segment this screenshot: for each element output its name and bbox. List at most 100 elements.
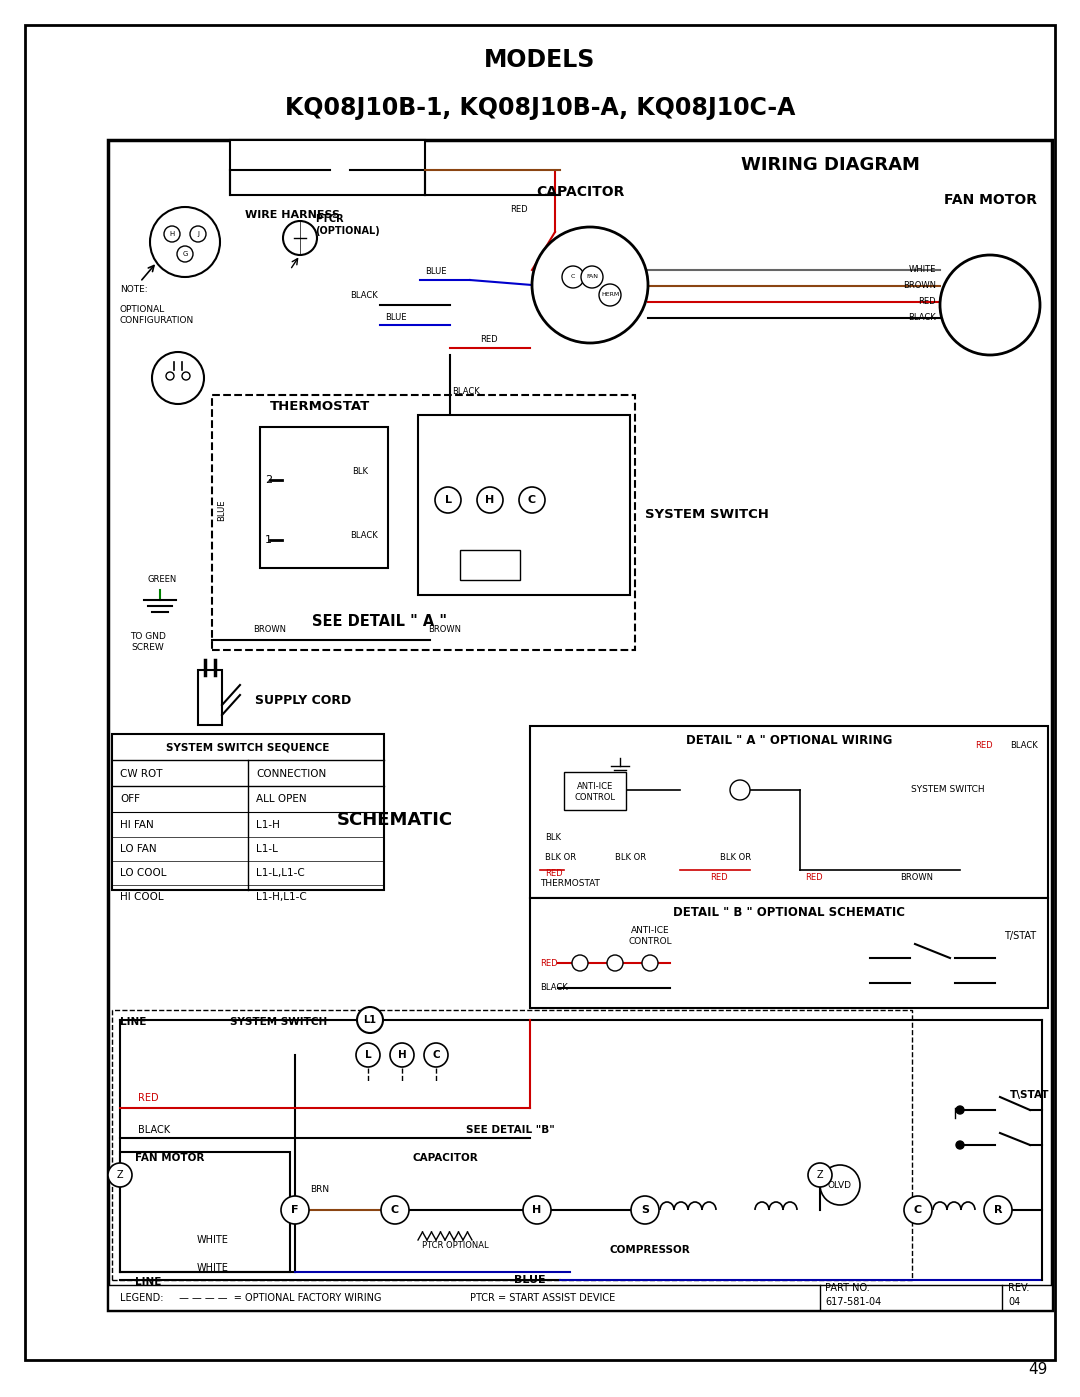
Text: LO FAN: LO FAN	[120, 844, 157, 854]
Text: MODELS: MODELS	[484, 47, 596, 73]
Text: T\STAT: T\STAT	[1010, 1090, 1050, 1099]
Circle shape	[581, 265, 603, 288]
Circle shape	[183, 372, 190, 380]
Circle shape	[357, 1007, 383, 1032]
Bar	[112, 1010, 912, 1280]
Text: BLACK: BLACK	[1010, 740, 1038, 750]
Circle shape	[166, 372, 174, 380]
Text: 49: 49	[1028, 1362, 1048, 1377]
Text: BLACK: BLACK	[453, 387, 480, 397]
Text: BLK OR: BLK OR	[545, 854, 576, 862]
Text: F: F	[292, 1206, 299, 1215]
Text: L: L	[445, 495, 451, 504]
Text: BROWN: BROWN	[254, 626, 286, 634]
Bar	[530, 726, 1048, 898]
Bar	[418, 415, 630, 595]
Text: T/STAT: T/STAT	[1004, 930, 1036, 942]
Circle shape	[152, 352, 204, 404]
Bar	[198, 671, 222, 725]
Text: OPTIONAL
CONFIGURATION: OPTIONAL CONFIGURATION	[120, 305, 194, 326]
Circle shape	[532, 226, 648, 344]
Text: LINE: LINE	[135, 1277, 161, 1287]
Circle shape	[381, 1196, 409, 1224]
Text: HERM: HERM	[600, 292, 619, 298]
Bar	[120, 1153, 291, 1273]
Text: CAPACITOR: CAPACITOR	[536, 184, 624, 198]
Text: BLK: BLK	[545, 834, 561, 842]
Circle shape	[108, 1162, 132, 1187]
Text: PTCR = START ASSIST DEVICE: PTCR = START ASSIST DEVICE	[470, 1294, 616, 1303]
Text: H: H	[532, 1206, 542, 1215]
Text: BROWN: BROWN	[903, 282, 936, 291]
Text: OLVD: OLVD	[828, 1180, 852, 1189]
Circle shape	[904, 1196, 932, 1224]
Text: SYSTEM SWITCH: SYSTEM SWITCH	[645, 509, 769, 521]
Text: RED: RED	[480, 335, 498, 345]
Text: CONNECTION: CONNECTION	[256, 768, 326, 780]
Text: BLUE: BLUE	[426, 267, 446, 277]
Text: KQ08J10B-1, KQ08J10B-A, KQ08J10C-A: KQ08J10B-1, KQ08J10B-A, KQ08J10C-A	[285, 96, 795, 120]
Text: DETAIL " A " OPTIONAL WIRING: DETAIL " A " OPTIONAL WIRING	[686, 733, 892, 746]
Text: RED: RED	[545, 869, 563, 877]
Circle shape	[164, 226, 180, 242]
Text: C: C	[528, 495, 536, 504]
Circle shape	[356, 1044, 380, 1067]
Text: HI COOL: HI COOL	[120, 893, 164, 902]
Bar	[230, 140, 426, 196]
Text: LO COOL: LO COOL	[120, 868, 166, 877]
Text: J: J	[197, 231, 199, 237]
Circle shape	[956, 1141, 964, 1148]
Text: H: H	[485, 495, 495, 504]
Text: H: H	[170, 231, 175, 237]
Text: RED: RED	[805, 873, 823, 883]
Bar	[260, 427, 388, 569]
Bar	[108, 1285, 1052, 1310]
Text: SUPPLY CORD: SUPPLY CORD	[255, 693, 351, 707]
Bar	[112, 733, 384, 890]
Circle shape	[435, 488, 461, 513]
Text: LEGEND:     — — — —  = OPTIONAL FACTORY WIRING: LEGEND: — — — — = OPTIONAL FACTORY WIRIN…	[120, 1294, 381, 1303]
Text: BLUE: BLUE	[217, 499, 227, 521]
Text: WHITE: WHITE	[197, 1235, 229, 1245]
Text: WHITE: WHITE	[197, 1263, 229, 1273]
Text: L1-L,L1-C: L1-L,L1-C	[256, 868, 305, 877]
Text: L1-L: L1-L	[256, 844, 278, 854]
Text: BLACK: BLACK	[138, 1125, 171, 1134]
Text: THERMOSTAT: THERMOSTAT	[270, 401, 370, 414]
Circle shape	[519, 488, 545, 513]
Text: RED: RED	[510, 205, 528, 215]
Text: Z: Z	[117, 1171, 123, 1180]
Circle shape	[820, 1165, 860, 1206]
Text: LINE: LINE	[120, 1017, 147, 1027]
Text: BLK: BLK	[352, 468, 368, 476]
Text: C: C	[391, 1206, 400, 1215]
Text: RED: RED	[710, 873, 728, 883]
Text: BLACK: BLACK	[540, 983, 568, 992]
Text: L1: L1	[483, 557, 498, 567]
Text: DETAIL " B " OPTIONAL SCHEMATIC: DETAIL " B " OPTIONAL SCHEMATIC	[673, 905, 905, 918]
Text: RED: RED	[540, 958, 557, 968]
Circle shape	[523, 1196, 551, 1224]
Text: BROWN: BROWN	[900, 873, 933, 883]
Text: SEE DETAIL "B": SEE DETAIL "B"	[465, 1125, 554, 1134]
Text: WIRING DIAGRAM: WIRING DIAGRAM	[741, 156, 919, 175]
Text: REV.
04: REV. 04	[1008, 1284, 1029, 1306]
Text: ALL OPEN: ALL OPEN	[256, 793, 307, 805]
Circle shape	[283, 221, 318, 256]
Text: BLK OR: BLK OR	[615, 854, 646, 862]
Text: FAN MOTOR: FAN MOTOR	[944, 193, 1037, 207]
Text: FAN MOTOR: FAN MOTOR	[135, 1153, 204, 1162]
Circle shape	[281, 1196, 309, 1224]
Text: BLUE: BLUE	[384, 313, 406, 321]
Circle shape	[390, 1044, 414, 1067]
Bar	[460, 550, 519, 580]
Text: PTCR
(OPTIONAL): PTCR (OPTIONAL)	[315, 214, 380, 236]
Text: CAPACITOR: CAPACITOR	[413, 1153, 477, 1162]
Text: L1-H,L1-C: L1-H,L1-C	[256, 893, 307, 902]
Text: L: L	[365, 1051, 372, 1060]
Text: G: G	[183, 251, 188, 257]
Text: BLACK: BLACK	[350, 292, 378, 300]
Text: L1: L1	[364, 1016, 377, 1025]
Text: BLUE: BLUE	[514, 1275, 545, 1285]
Text: SYSTEM SWITCH: SYSTEM SWITCH	[912, 785, 985, 795]
